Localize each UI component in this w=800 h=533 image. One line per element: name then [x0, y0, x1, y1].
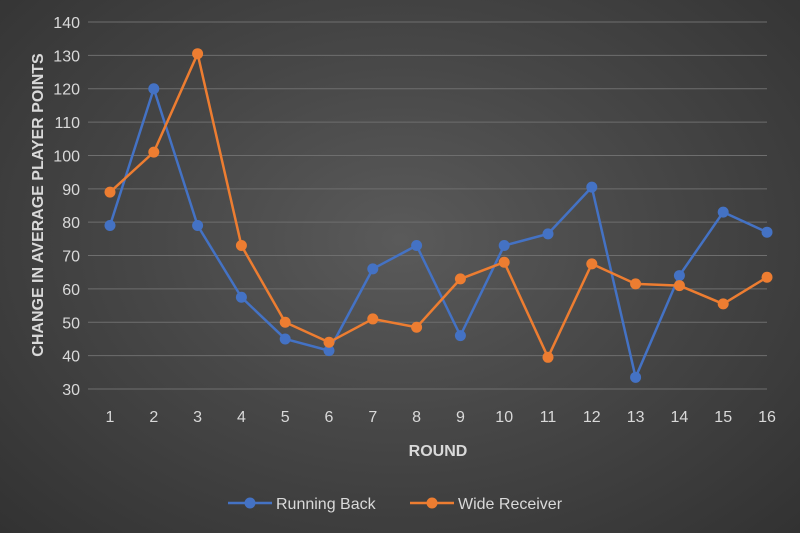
- running-back-point: [279, 333, 291, 345]
- y-tick-label: 60: [62, 282, 80, 299]
- wide-receiver-point: [279, 316, 291, 328]
- y-tick-label: 40: [62, 349, 80, 366]
- wide-receiver-point: [761, 271, 773, 283]
- wide-receiver-point: [498, 256, 510, 268]
- y-tick-label: 50: [62, 315, 80, 332]
- x-tick-label: 16: [758, 409, 776, 426]
- legend: Running Back Wide Receiver: [228, 496, 563, 513]
- wide-receiver-point: [192, 48, 204, 60]
- x-tick-label: 3: [193, 409, 202, 426]
- y-tick-label: 80: [62, 215, 80, 232]
- running-back-point: [586, 181, 598, 193]
- wide-receiver-point: [454, 273, 466, 285]
- x-tick-label: 10: [495, 409, 513, 426]
- x-tick-label: 14: [671, 409, 689, 426]
- y-axis-ticks: 30 40 50 60 70 80 90 100 110 120 130 140: [53, 15, 80, 399]
- x-tick-label: 8: [412, 409, 421, 426]
- x-tick-label: 1: [106, 409, 115, 426]
- wide-receiver-point: [323, 336, 335, 348]
- y-tick-label: 100: [53, 148, 80, 165]
- y-tick-label: 140: [53, 15, 80, 32]
- running-back-line: [108, 87, 768, 379]
- running-back-point: [630, 371, 642, 383]
- y-tick-label: 30: [62, 382, 80, 399]
- x-axis-ticks: 1 2 3 4 5 6 7 8 9 10 11 12 13 14 15 16: [106, 409, 776, 426]
- wide-receiver-point: [586, 258, 598, 270]
- y-tick-label: 90: [62, 182, 80, 199]
- x-tick-label: 12: [583, 409, 601, 426]
- x-tick-label: 4: [237, 409, 246, 426]
- running-back-point: [235, 291, 247, 303]
- gridlines: [88, 21, 767, 390]
- running-back-point: [761, 226, 773, 238]
- x-tick-label: 6: [325, 409, 334, 426]
- x-axis-title: ROUND: [409, 443, 468, 460]
- running-back-point: [498, 240, 510, 252]
- y-tick-label: 120: [53, 82, 80, 99]
- wide-receiver-legend-label: Wide Receiver: [458, 496, 563, 513]
- y-axis-title: CHANGE IN AVERAGE PLAYER POINTS: [30, 53, 47, 357]
- x-tick-label: 15: [714, 409, 732, 426]
- wide-receiver-point: [411, 321, 423, 333]
- running-back-legend-marker: [244, 497, 256, 509]
- wide-receiver-point: [717, 298, 729, 310]
- x-tick-label: 2: [149, 409, 158, 426]
- wide-receiver-point: [630, 278, 642, 290]
- running-back-point: [454, 330, 466, 342]
- running-back-point: [411, 240, 423, 252]
- running-back-legend-label: Running Back: [276, 496, 377, 513]
- running-back-point: [367, 263, 379, 275]
- y-tick-label: 130: [53, 48, 80, 65]
- wide-receiver-point: [367, 313, 379, 325]
- running-back-point: [673, 270, 685, 282]
- wide-receiver-point: [104, 186, 116, 198]
- wide-receiver-point: [673, 280, 685, 292]
- x-tick-label: 11: [540, 409, 557, 426]
- running-back-point: [717, 206, 729, 218]
- x-tick-label: 7: [368, 409, 377, 426]
- wide-receiver-line: [109, 52, 768, 359]
- running-back-point: [192, 220, 204, 232]
- x-tick-label: 5: [281, 409, 290, 426]
- running-back-point: [148, 83, 160, 95]
- running-back-point: [104, 220, 116, 232]
- x-tick-label: 9: [456, 409, 465, 426]
- y-tick-label: 70: [62, 249, 80, 266]
- wide-receiver-point: [542, 351, 554, 363]
- wide-receiver-point: [235, 240, 247, 252]
- wide-receiver-legend-marker: [426, 497, 438, 509]
- running-back-point: [323, 345, 335, 357]
- running-back-point: [542, 228, 554, 240]
- wide-receiver-point: [148, 146, 160, 158]
- series-lines: [104, 48, 773, 383]
- y-tick-label: 110: [54, 115, 80, 132]
- x-tick-label: 13: [627, 409, 645, 426]
